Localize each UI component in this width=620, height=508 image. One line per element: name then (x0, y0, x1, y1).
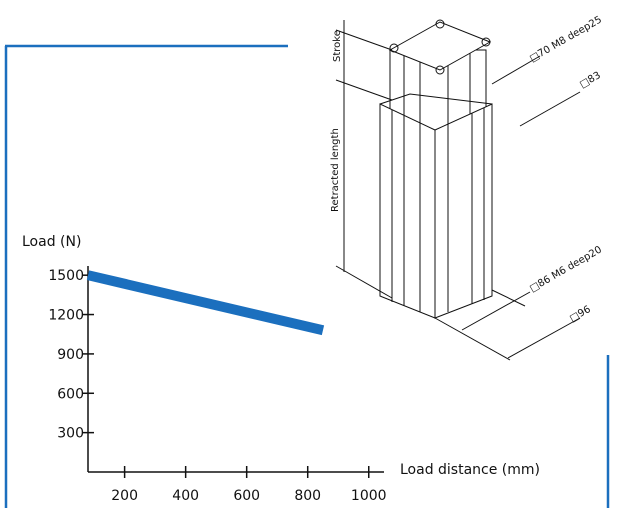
dim-stroke-top (335, 29, 393, 51)
dim-stroke-bottom (335, 79, 393, 101)
label-top-outer: □83 (578, 70, 603, 91)
actuator-drawing (335, 19, 581, 361)
x-tick-label: 400 (172, 488, 199, 504)
dim-ext-1 (491, 289, 526, 307)
label-stroke: Stroke (332, 30, 343, 62)
dim-top-outer (519, 91, 581, 127)
top-hole-1 (435, 19, 445, 29)
y-ticks: 300 600 900 1200 1500 (48, 268, 94, 442)
label-bottom-outer: □96 (568, 304, 593, 325)
dim-top-inner (491, 55, 541, 85)
label-bottom-inner: □86 M6 deep20 (528, 244, 604, 294)
x-tick-label: 200 (111, 488, 138, 504)
label-retracted-length: Retracted length (330, 128, 341, 212)
top-hole-4 (435, 65, 445, 75)
y-tick-label: 300 (57, 426, 84, 442)
dim-bottom-outer (507, 317, 581, 359)
x-tick-label: 800 (294, 488, 321, 504)
frame-lines (4, 44, 610, 508)
outer-tube-left-face (379, 103, 436, 319)
load-chart: 200 400 600 800 1000 300 600 900 1200 1500 Load … (22, 234, 540, 504)
y-tick-label: 1200 (48, 308, 84, 324)
outer-tube-right-face (434, 103, 493, 319)
dim-retracted-bottom (335, 265, 393, 299)
x-tick-label: 600 (233, 488, 260, 504)
x-ticks: 200 400 600 800 1000 (111, 466, 387, 504)
y-axis-label: Load (N) (22, 234, 81, 250)
x-tick-label: 1000 (351, 488, 387, 504)
label-top-inner: □70 M8 deep25 (528, 14, 604, 64)
dim-bottom-inner (461, 291, 531, 331)
y-tick-label: 1500 (48, 268, 84, 284)
y-tick-label: 600 (57, 386, 84, 402)
top-hole-2 (481, 37, 491, 47)
y-tick-label: 900 (57, 347, 84, 363)
top-hole-3 (389, 43, 399, 53)
dim-ext-2 (434, 317, 511, 361)
series-line (86, 270, 325, 336)
series-layer (86, 270, 325, 336)
x-axis-label: Load distance (mm) (400, 462, 540, 478)
outer-tube-top-edge (379, 93, 493, 105)
